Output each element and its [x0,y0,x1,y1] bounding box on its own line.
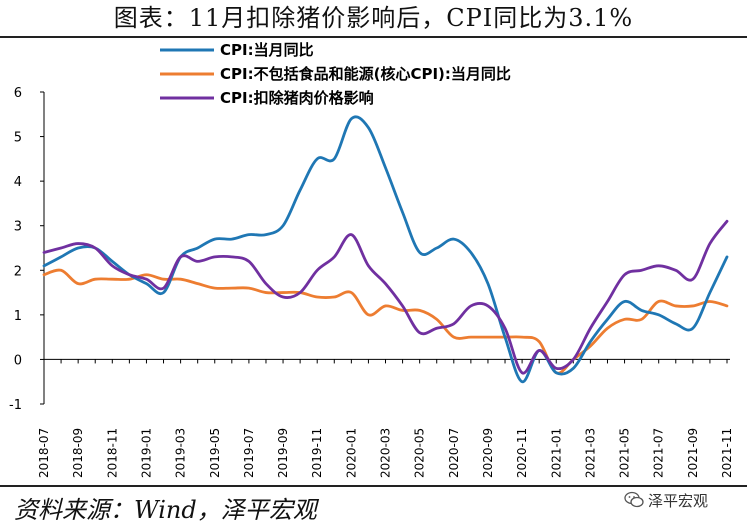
x-tick-label: 2018-11 [105,428,119,478]
x-tick-label: 2021-01 [549,428,563,478]
legend-label: CPI:扣除猪肉价格影响 [220,89,374,107]
x-tick-label: 2020-07 [447,428,461,478]
series-line [42,219,729,375]
x-tick-label: 2020-09 [481,428,495,478]
x-tick-label: 2020-01 [344,428,358,478]
y-tick-label: 5 [14,131,22,146]
y-tick-label: 3 [14,220,22,235]
y-tick-label: -1 [9,398,22,413]
x-tick-label: 2019-09 [276,428,290,478]
y-tick-label: 2 [14,264,22,279]
x-tick-label: 2019-05 [208,428,222,478]
x-tick-label: 2019-03 [174,428,188,478]
x-tick-label: 2019-07 [242,428,256,478]
y-tick-label: 6 [14,86,22,101]
x-tick-label: 2019-11 [310,428,324,478]
watermark: 泽平宏观 [624,490,708,510]
watermark-label: 泽平宏观 [648,491,709,510]
y-tick-label: 1 [14,309,22,324]
source-note: 资料来源：Wind，泽平宏观 [14,496,317,524]
x-tick-label: 2021-09 [686,428,700,478]
page-title: 图表：11月扣除猪价影响后，CPI同比为3.1% [113,4,634,32]
y-tick-label: 0 [14,353,22,368]
line-chart: -1 0 1 2 3 4 5 6 2018-07 2018-09 2018-11 2019-01 201… [9,41,734,478]
x-tick-label: 2020-11 [515,428,529,478]
source-divider [0,485,747,487]
legend-label: CPI:当月同比 [220,41,314,59]
title-divider [0,36,747,38]
x-tick-label: 2021-05 [618,428,632,478]
x-tick-label: 2018-07 [37,428,51,478]
y-tick-label: 4 [14,175,22,190]
x-tick-label: 2019-01 [139,428,153,478]
legend-label: CPI:不包括食品和能源(核心CPI):当月同比 [220,65,511,83]
x-tick-label: 2018-09 [71,428,85,478]
wechat-icon [624,491,644,508]
x-tick-label: 2020-03 [379,428,393,478]
x-tick-label: 2021-03 [583,428,597,478]
series-line [42,115,729,384]
series-line [42,268,729,375]
x-tick-label: 2021-11 [720,428,734,478]
x-tick-label: 2021-07 [652,428,666,478]
x-tick-label: 2020-05 [413,428,427,478]
